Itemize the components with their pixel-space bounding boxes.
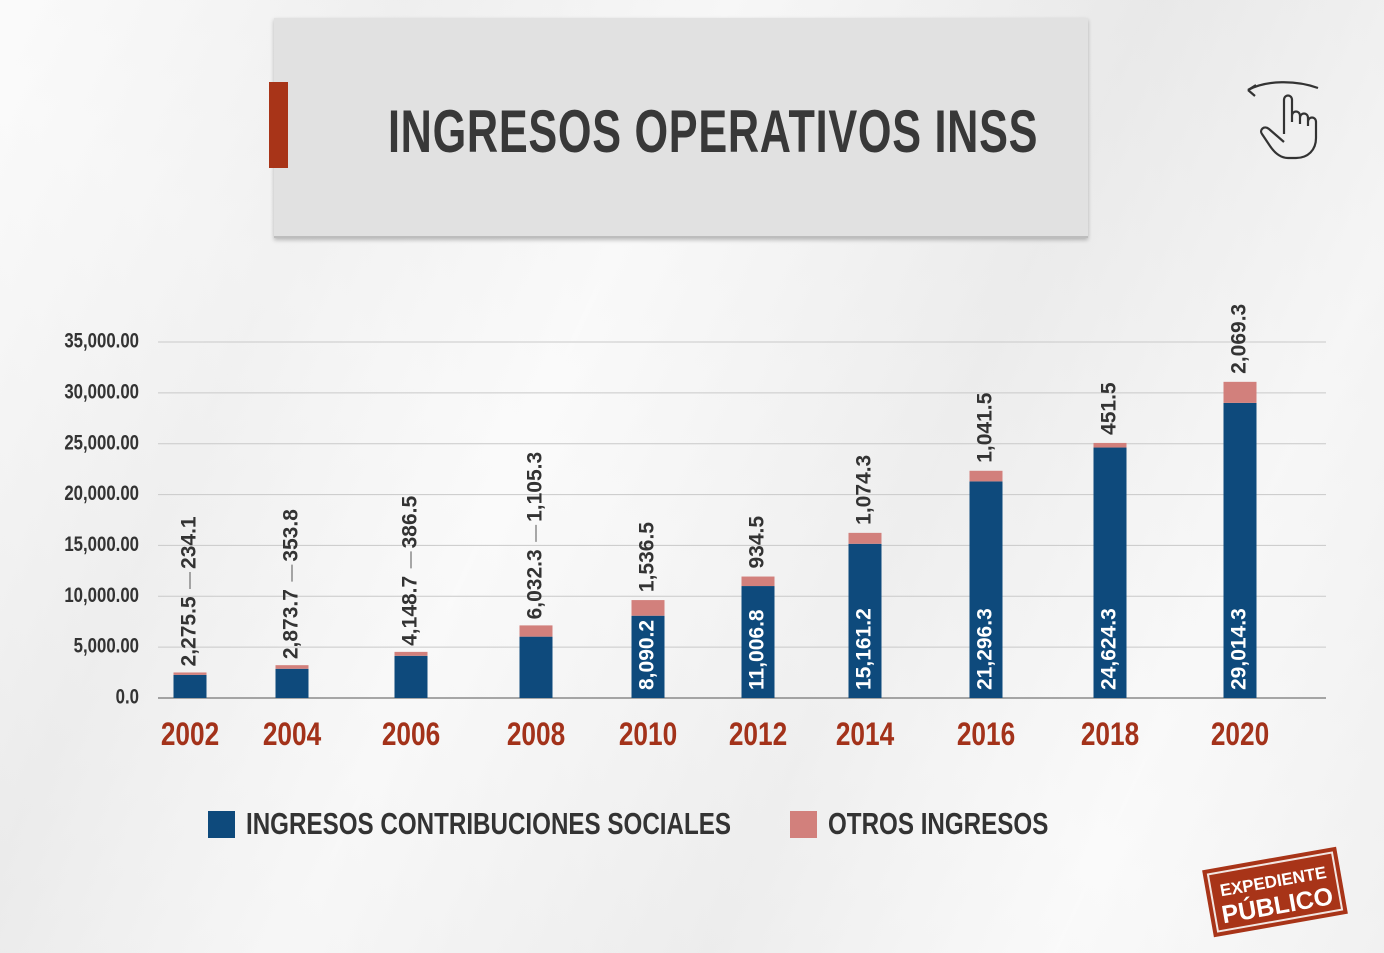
data-label-otros: 1,105.3 <box>524 452 547 522</box>
bar-otros <box>1093 442 1127 448</box>
x-tick-label: 2004 <box>263 718 322 753</box>
legend-swatch-contribuciones <box>208 810 235 838</box>
bar-contribuciones <box>848 543 882 698</box>
x-tick-label: 2008 <box>507 718 565 753</box>
data-label-contribuciones: 2,275.5 <box>178 596 201 666</box>
data-label-otros: 353.8 <box>280 509 303 562</box>
bar-otros <box>969 470 1003 482</box>
legend-label-otros: OTROS INGRESOS <box>828 806 1049 841</box>
bar-otros <box>631 600 665 616</box>
x-tick-label: 2002 <box>161 718 219 753</box>
bar-contribuciones <box>519 636 553 698</box>
data-label-contribuciones: 2,873.7 <box>280 589 303 659</box>
bar-contribuciones <box>1223 402 1257 698</box>
bar-contribuciones <box>969 481 1003 698</box>
data-label-otros: 234.1 <box>178 516 201 569</box>
bar-contribuciones <box>275 668 309 698</box>
title-accent-bar <box>269 82 288 168</box>
x-tick-label: 2010 <box>619 718 677 753</box>
page-title: INGRESOS OPERATIVOS INSS <box>387 98 1039 165</box>
data-label-contribuciones: 24,624.3 <box>1098 608 1121 690</box>
data-label-otros: 1,041.5 <box>974 392 997 462</box>
data-label-otros: 1,074.3 <box>853 455 876 525</box>
x-tick-label: 2012 <box>729 718 787 753</box>
x-tick-label: 2016 <box>957 718 1015 753</box>
bar-otros <box>1223 381 1257 403</box>
bar-otros <box>275 665 309 669</box>
data-label-contribuciones: 21,296.3 <box>974 608 997 690</box>
data-label-contribuciones: 6,032.3 <box>524 549 547 619</box>
bar-contribuciones <box>1093 447 1127 698</box>
bar-contribuciones <box>741 586 775 698</box>
legend-swatch-otros <box>790 810 817 838</box>
data-label-otros: 2,069.3 <box>1228 304 1251 374</box>
data-label-contribuciones: 8,090.2 <box>636 620 659 690</box>
y-tick-label: 0.0 <box>116 686 139 709</box>
legend-label-contribuciones: INGRESOS CONTRIBUCIONES SOCIALES <box>246 806 732 841</box>
y-tick-label: 5,000.00 <box>74 635 139 658</box>
x-tick-label: 2020 <box>1211 718 1269 753</box>
y-tick-label: 10,000.00 <box>64 584 139 607</box>
x-tick-label: 2018 <box>1081 718 1139 753</box>
data-label-otros: 386.5 <box>399 495 422 548</box>
data-label-otros: 451.5 <box>1098 382 1121 435</box>
y-tick-label: 35,000.00 <box>64 330 139 353</box>
expediente-publico-logo: EXPEDIENTE PÚBLICO <box>1202 846 1348 938</box>
data-label-contribuciones: 29,014.3 <box>1228 608 1251 690</box>
data-label-contribuciones: 4,148.7 <box>399 576 422 646</box>
data-label-otros: 934.5 <box>746 516 769 569</box>
data-label-contribuciones: 15,161.2 <box>853 608 876 690</box>
bar-otros <box>519 625 553 637</box>
bar-contribuciones <box>394 655 428 698</box>
bar-contribuciones <box>173 674 207 698</box>
legend-item-otros: OTROS INGRESOS <box>790 806 1110 842</box>
bar-otros <box>848 532 882 544</box>
data-label-otros: 1,536.5 <box>636 522 659 592</box>
y-tick-label: 30,000.00 <box>64 381 139 404</box>
x-tick-label: 2014 <box>836 718 895 753</box>
x-tick-label: 2006 <box>382 718 440 753</box>
bar-otros <box>394 651 428 656</box>
data-label-contribuciones: 11,006.8 <box>746 609 769 690</box>
bar-otros <box>741 576 775 587</box>
y-tick-label: 15,000.00 <box>64 533 139 556</box>
title-panel <box>274 18 1088 238</box>
bar-otros <box>173 672 207 675</box>
y-tick-label: 25,000.00 <box>64 432 139 455</box>
legend-item-contribuciones: INGRESOS CONTRIBUCIONES SOCIALES <box>208 806 868 842</box>
bar-contribuciones <box>631 615 665 698</box>
y-tick-label: 20,000.00 <box>64 482 139 505</box>
swipe-hand-icon <box>1247 81 1319 160</box>
